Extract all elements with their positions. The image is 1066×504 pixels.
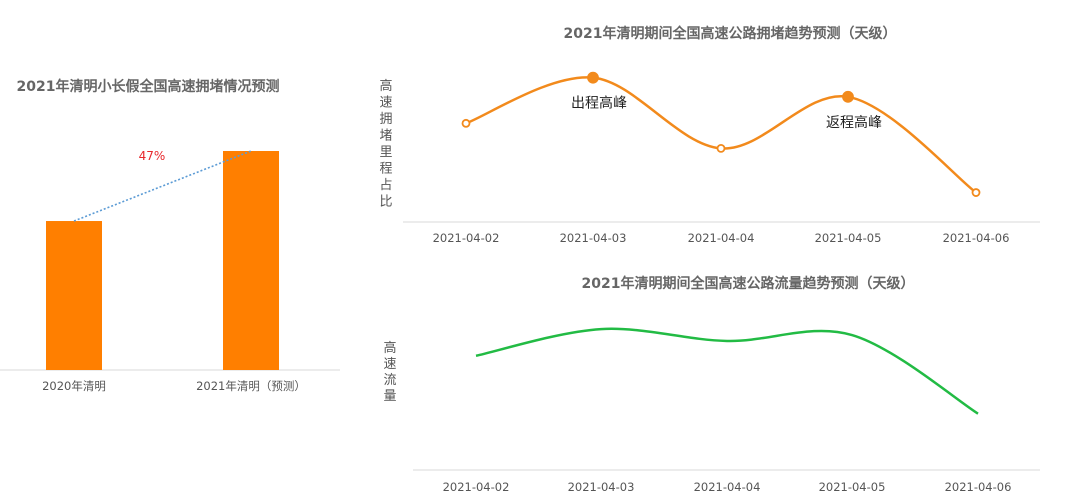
x-tick-label: 2021-04-04 (694, 480, 761, 494)
x-tick-label: 2021-04-05 (819, 480, 886, 494)
x-tick-label: 2021-04-03 (568, 480, 635, 494)
bar (223, 151, 279, 370)
growth-percent-label: 47% (139, 149, 166, 163)
data-point (461, 118, 471, 128)
data-point (587, 71, 599, 84)
data-point (842, 90, 854, 103)
data-point (971, 188, 981, 197)
y-axis-label-char: 速 (379, 96, 392, 111)
bar-x-ticks: 2020年清明 2021年清明（预测） (42, 379, 306, 393)
y-axis-label-char: 高 (383, 340, 396, 356)
peak-annotation: 返程高峰 (826, 114, 882, 131)
bar-chart: 2021年清明小长假全国高速拥堵情况预测 47% 2020年清明 2021年清明（… (0, 78, 340, 393)
x-tick-label: 2021-04-02 (433, 231, 500, 245)
congestion-series-line (465, 76, 977, 194)
flow-chart-title: 2021年清明期间全国高速公路流量趋势预测（天级） (582, 275, 915, 292)
x-tick-label: 2021-04-06 (945, 480, 1012, 494)
y-axis-label-char: 里 (379, 145, 392, 160)
x-tick-label: 2021年清明（预测） (196, 379, 306, 393)
flow-x-ticks: 2021-04-02 2021-04-03 2021-04-04 2021-04-05… (443, 480, 1012, 494)
data-point (716, 143, 726, 153)
x-tick-label: 2020年清明 (42, 379, 106, 393)
x-tick-label: 2021-04-04 (688, 231, 755, 245)
congestion-points (461, 71, 981, 197)
x-tick-label: 2021-04-05 (815, 231, 882, 245)
y-axis-label-char: 比 (379, 195, 392, 210)
y-axis-label-char: 堵 (379, 129, 392, 144)
y-axis-label-char: 程 (379, 162, 392, 177)
y-axis-label-char: 占 (379, 178, 392, 193)
y-axis-label-char: 拥 (379, 112, 392, 127)
x-tick-label: 2021-04-06 (943, 231, 1010, 245)
peak-annotation: 出程高峰 (571, 95, 627, 112)
x-tick-label: 2021-04-02 (443, 480, 510, 494)
y-axis-label-char: 量 (383, 389, 396, 404)
y-axis-label-char: 流 (383, 373, 396, 388)
y-axis-label-char: 高 (379, 78, 392, 94)
y-axis-label-char: 速 (383, 357, 396, 372)
x-tick-label: 2021-04-03 (560, 231, 627, 245)
bar (46, 221, 102, 370)
congestion-chart-title: 2021年清明期间全国高速公路拥堵趋势预测（天级） (564, 25, 897, 42)
congestion-x-ticks: 2021-04-02 2021-04-03 2021-04-04 2021-04-05… (433, 231, 1010, 245)
flow-series-line (475, 327, 979, 415)
bar-group (46, 151, 279, 370)
bar-chart-title: 2021年清明小长假全国高速拥堵情况预测 (17, 78, 280, 95)
